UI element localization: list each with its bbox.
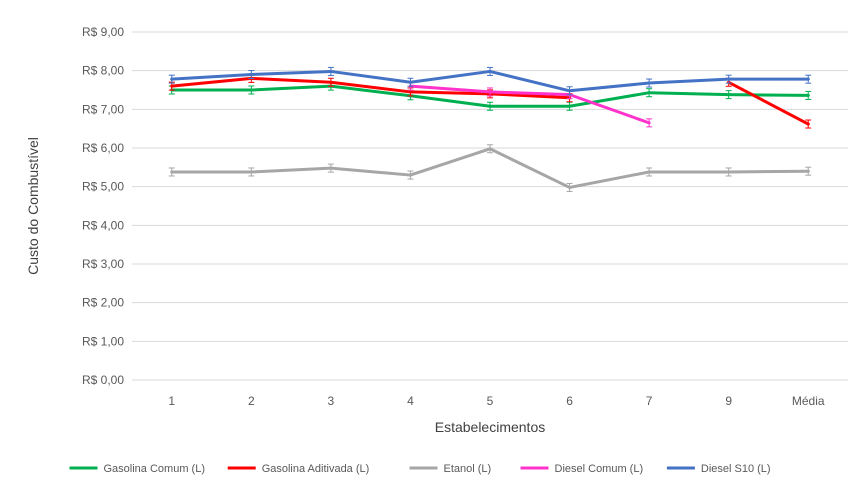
data-point (568, 185, 572, 189)
data-point (170, 170, 174, 174)
legend-label: Diesel S10 (L) (701, 463, 771, 475)
legend-label: Etanol (L) (444, 463, 492, 475)
x-tick-label: 2 (248, 394, 255, 408)
data-point (806, 169, 810, 173)
y-axis-title: Custo do Combustível (25, 137, 41, 275)
data-point (727, 93, 731, 97)
data-point (329, 166, 333, 170)
y-tick-label: R$ 0,00 (82, 373, 124, 387)
data-point (249, 73, 253, 77)
legend-label: Diesel Comum (L) (555, 463, 644, 475)
x-tick-label: 4 (407, 394, 414, 408)
x-axis-title: Estabelecimentos (435, 419, 546, 435)
data-point (170, 84, 174, 88)
y-tick-label: R$ 1,00 (82, 334, 124, 348)
data-point (408, 80, 412, 84)
x-tick-label: Média (792, 394, 825, 408)
y-tick-label: R$ 7,00 (82, 102, 124, 116)
x-tick-label: 7 (646, 394, 653, 408)
data-point (806, 93, 810, 97)
y-tick-label: R$ 5,00 (82, 180, 124, 194)
data-point (408, 173, 412, 177)
legend-label: Gasolina Aditivada (L) (262, 463, 370, 475)
x-tick-label: 3 (328, 394, 335, 408)
y-tick-label: R$ 2,00 (82, 296, 124, 310)
data-point (249, 88, 253, 92)
x-tick-label: 1 (168, 394, 175, 408)
data-point (806, 77, 810, 81)
data-point (647, 91, 651, 95)
data-point (329, 69, 333, 73)
data-point (727, 77, 731, 81)
data-point (647, 121, 651, 125)
data-point (408, 90, 412, 94)
x-tick-label: 6 (566, 394, 573, 408)
data-point (488, 69, 492, 73)
data-point (647, 81, 651, 85)
series-line (408, 84, 651, 125)
y-tick-label: R$ 4,00 (82, 218, 124, 232)
legend-label: Gasolina Comum (L) (104, 463, 205, 475)
x-tick-label: 9 (725, 394, 732, 408)
data-point (488, 104, 492, 108)
series-line (170, 76, 572, 100)
data-point (170, 77, 174, 81)
y-tick-label: R$ 3,00 (82, 257, 124, 271)
y-tick-label: R$ 6,00 (82, 141, 124, 155)
data-point (329, 80, 333, 84)
data-point (647, 170, 651, 174)
y-tick-label: R$ 8,00 (82, 64, 124, 78)
y-tick-label: R$ 9,00 (82, 25, 124, 39)
series-line (170, 147, 810, 189)
data-point (806, 122, 810, 126)
data-point (488, 90, 492, 94)
data-point (568, 104, 572, 108)
data-point (568, 89, 572, 93)
data-point (488, 147, 492, 151)
data-point (727, 170, 731, 174)
series-line (727, 80, 810, 126)
data-point (249, 170, 253, 174)
x-tick-label: 5 (487, 394, 494, 408)
